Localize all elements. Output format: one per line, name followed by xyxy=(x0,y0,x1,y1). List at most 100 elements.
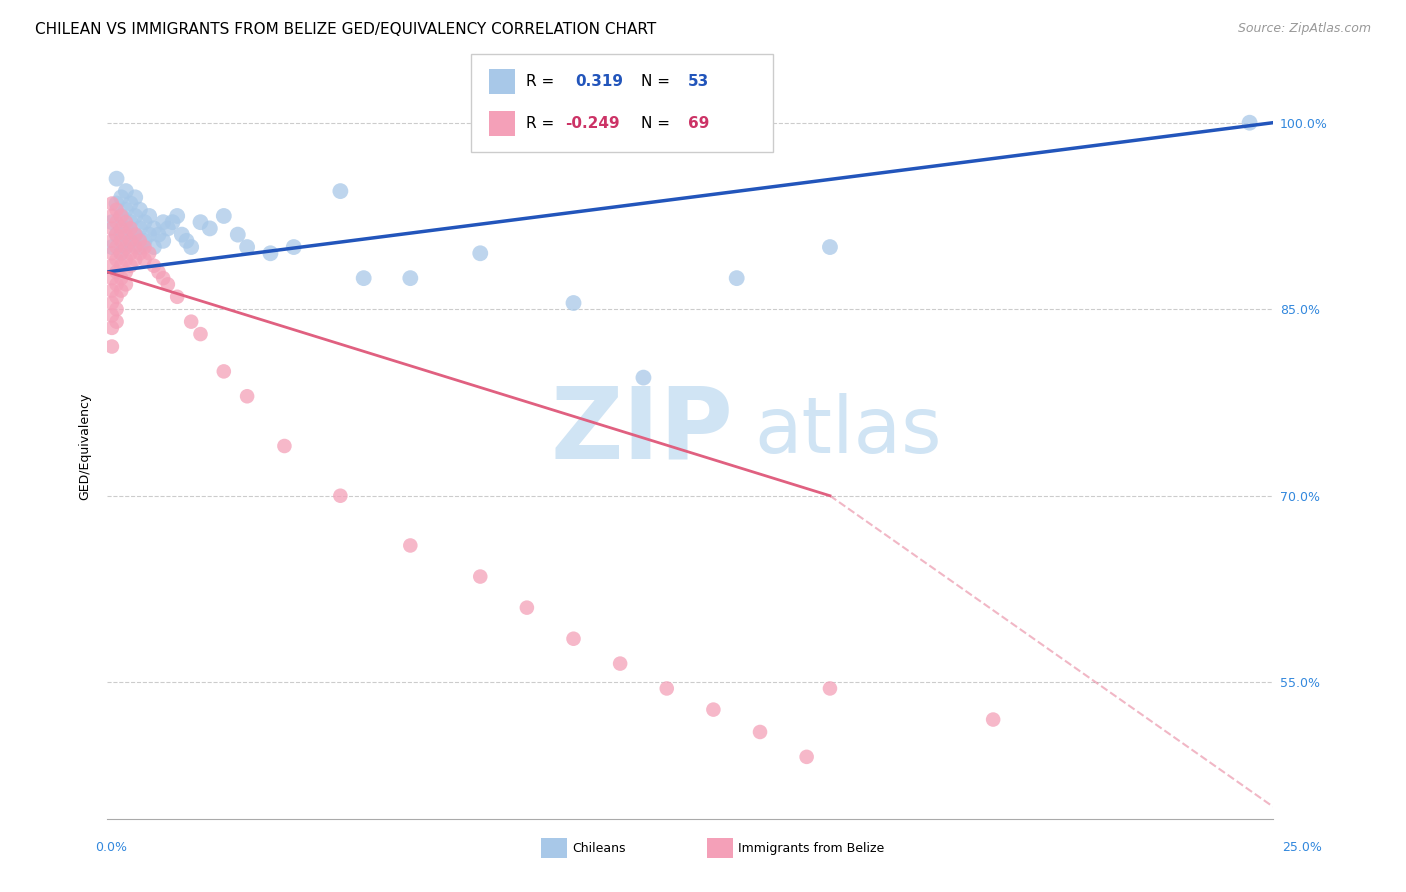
Point xyxy=(470,246,492,260)
Point xyxy=(176,234,198,248)
Point xyxy=(399,271,422,285)
Point xyxy=(105,202,128,217)
Point xyxy=(120,221,142,235)
Text: Chileans: Chileans xyxy=(572,842,626,855)
Point xyxy=(180,315,202,329)
Text: N =: N = xyxy=(641,74,675,88)
Point xyxy=(180,240,202,254)
Point xyxy=(156,277,179,292)
Point xyxy=(110,246,132,260)
Point xyxy=(120,196,142,211)
Point xyxy=(138,209,160,223)
Point xyxy=(142,221,165,235)
Point xyxy=(156,221,179,235)
Point xyxy=(110,227,132,242)
Text: Source: ZipAtlas.com: Source: ZipAtlas.com xyxy=(1237,22,1371,36)
Point xyxy=(562,296,585,310)
Point xyxy=(115,215,138,229)
Point xyxy=(190,215,212,229)
Point xyxy=(110,209,132,223)
Point xyxy=(198,221,221,235)
Point xyxy=(236,389,259,403)
Point xyxy=(101,259,124,273)
Text: CHILEAN VS IMMIGRANTS FROM BELIZE GED/EQUIVALENCY CORRELATION CHART: CHILEAN VS IMMIGRANTS FROM BELIZE GED/EQ… xyxy=(35,22,657,37)
Point xyxy=(134,252,156,267)
Point xyxy=(105,277,128,292)
Point xyxy=(105,171,128,186)
Point xyxy=(633,370,655,384)
Point xyxy=(120,259,142,273)
Point xyxy=(138,227,160,242)
Point xyxy=(148,265,170,279)
Text: Immigrants from Belize: Immigrants from Belize xyxy=(738,842,884,855)
Point xyxy=(115,227,138,242)
Point xyxy=(470,569,492,583)
Point xyxy=(170,227,193,242)
Point xyxy=(609,657,631,671)
Text: atlas: atlas xyxy=(754,393,942,469)
Point xyxy=(134,234,156,248)
Point xyxy=(101,209,124,223)
Point xyxy=(128,221,150,235)
Point xyxy=(105,252,128,267)
Point xyxy=(259,246,281,260)
Point xyxy=(329,489,352,503)
Point xyxy=(212,209,235,223)
Point xyxy=(128,202,150,217)
Point xyxy=(110,246,132,260)
Point xyxy=(124,240,146,254)
Point xyxy=(124,209,146,223)
Point xyxy=(128,240,150,254)
Point xyxy=(152,234,174,248)
Point xyxy=(148,227,170,242)
Point xyxy=(226,227,249,242)
Point xyxy=(283,240,305,254)
Point xyxy=(115,277,138,292)
Point xyxy=(981,713,1004,727)
Point xyxy=(128,234,150,248)
Point xyxy=(110,284,132,298)
Point xyxy=(101,271,124,285)
Point xyxy=(142,240,165,254)
Point xyxy=(115,221,138,235)
Point xyxy=(124,227,146,242)
Point xyxy=(115,252,138,267)
Point xyxy=(353,271,375,285)
Point xyxy=(120,234,142,248)
Point xyxy=(101,309,124,323)
Text: -0.249: -0.249 xyxy=(565,116,620,130)
Point xyxy=(725,271,748,285)
Point xyxy=(101,221,124,235)
Point xyxy=(110,190,132,204)
Point xyxy=(120,234,142,248)
Point xyxy=(110,271,132,285)
Point xyxy=(105,240,128,254)
Point xyxy=(562,632,585,646)
Text: N =: N = xyxy=(641,116,675,130)
Point xyxy=(101,240,124,254)
Point xyxy=(105,196,128,211)
Point xyxy=(655,681,678,696)
Point xyxy=(818,240,841,254)
Y-axis label: GED/Equivalency: GED/Equivalency xyxy=(79,392,91,500)
Point xyxy=(101,321,124,335)
Point xyxy=(105,227,128,242)
Point xyxy=(101,234,124,248)
Point xyxy=(110,234,132,248)
Point xyxy=(101,246,124,260)
Point xyxy=(818,681,841,696)
Point xyxy=(110,221,132,235)
Point xyxy=(110,259,132,273)
Point xyxy=(105,215,128,229)
Point xyxy=(101,196,124,211)
Point xyxy=(166,290,188,304)
Point xyxy=(152,271,174,285)
Point xyxy=(134,215,156,229)
Text: 69: 69 xyxy=(688,116,709,130)
Point xyxy=(105,265,128,279)
Point xyxy=(120,215,142,229)
Point xyxy=(115,184,138,198)
Point xyxy=(101,296,124,310)
Point xyxy=(236,240,259,254)
Point xyxy=(105,227,128,242)
